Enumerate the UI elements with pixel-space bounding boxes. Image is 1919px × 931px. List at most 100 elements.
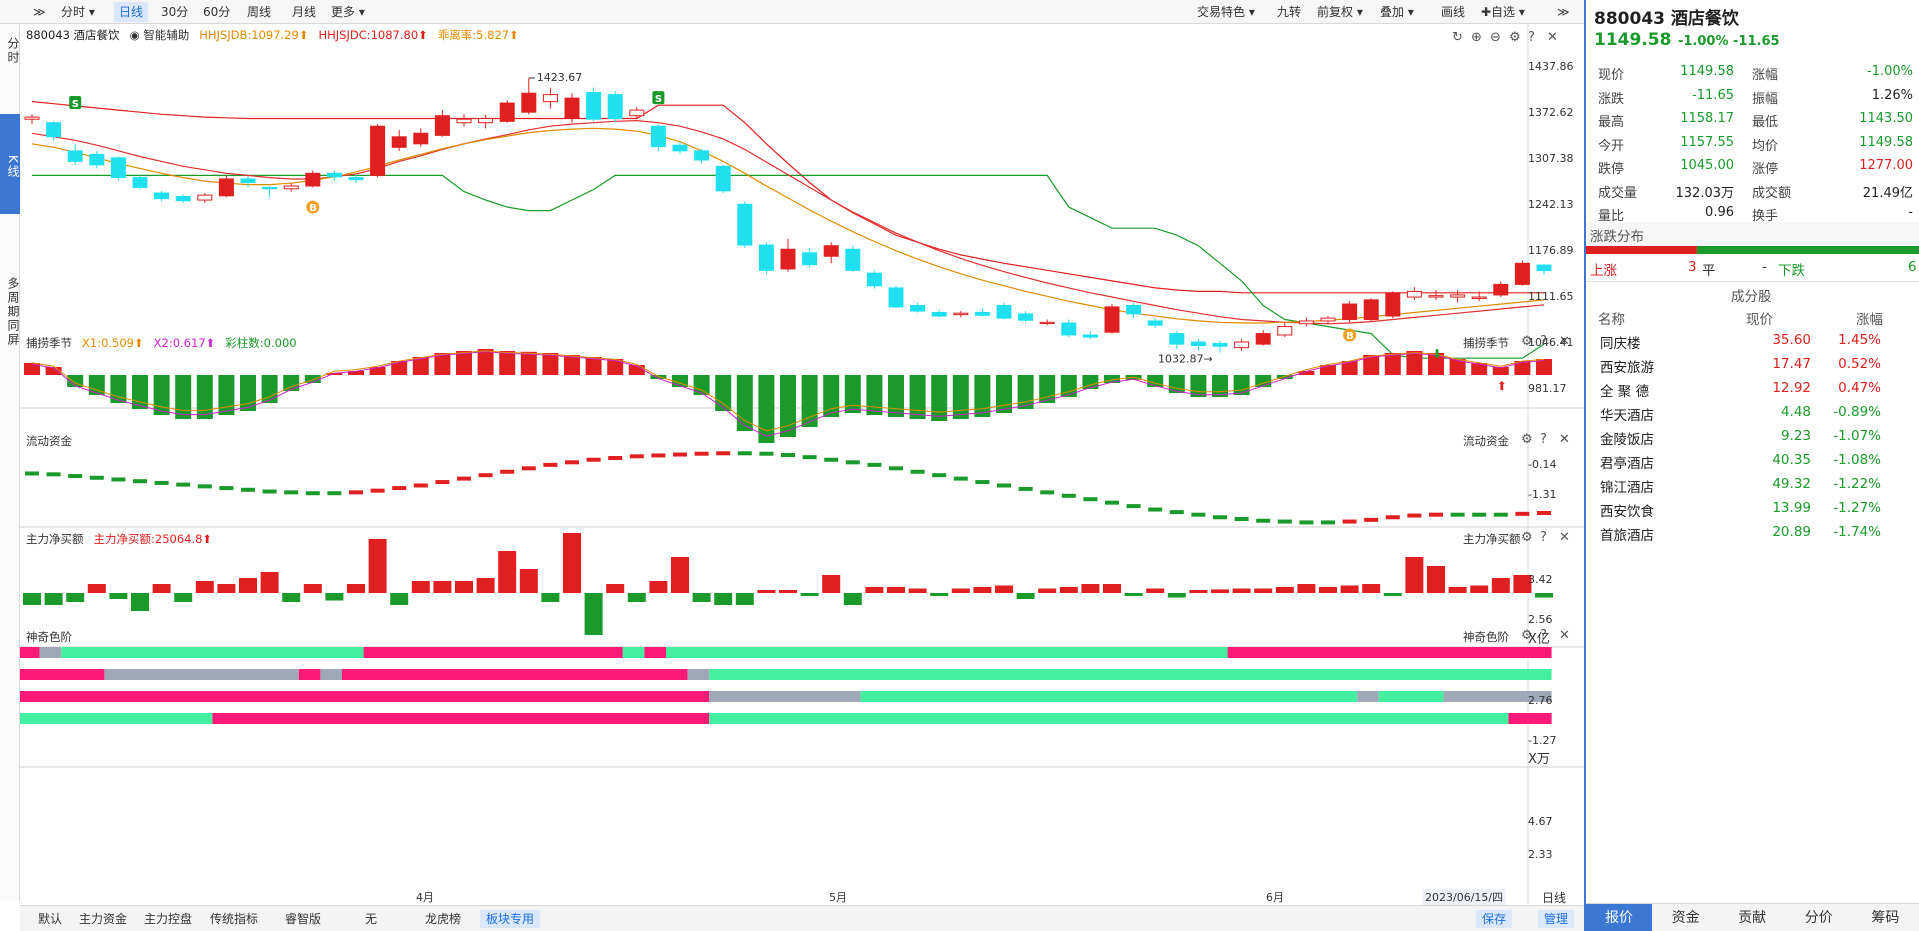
candle[interactable]	[240, 176, 256, 188]
close-icon[interactable]: ✕	[1559, 530, 1570, 545]
gear-icon[interactable]: ⚙	[1509, 30, 1521, 45]
gear-icon[interactable]: ⚙	[1521, 628, 1533, 643]
candle[interactable]	[1190, 339, 1206, 352]
gear-icon[interactable]: ⚙	[1521, 432, 1533, 447]
candle[interactable]	[175, 194, 191, 203]
candle[interactable]	[650, 124, 666, 151]
candle[interactable]	[326, 170, 342, 181]
help-icon[interactable]: ?	[1540, 628, 1547, 643]
btab-dragon-tiger[interactable]: 龙虎榜	[425, 912, 462, 926]
candle[interactable]	[434, 110, 450, 137]
candle[interactable]	[370, 124, 386, 178]
candle[interactable]	[974, 308, 990, 317]
tab-fenshi[interactable]: 分时 ▾	[61, 5, 95, 19]
candle[interactable]	[1342, 301, 1358, 323]
candle[interactable]	[1234, 339, 1250, 352]
zoom-in-icon[interactable]: ⊕	[1471, 30, 1482, 45]
candle[interactable]	[391, 129, 407, 151]
constituent-row[interactable]: 君亭酒店 40.35 -1.08%	[1586, 449, 1919, 473]
manage-button[interactable]: 管理	[1538, 910, 1575, 928]
constituent-row[interactable]: 西安饮食 13.99 -1.27%	[1586, 497, 1919, 521]
candle[interactable]	[1039, 319, 1055, 326]
tab-30min[interactable]: 30分	[161, 5, 189, 19]
candle[interactable]	[67, 143, 83, 165]
candle[interactable]	[283, 183, 299, 192]
trade-feature-menu[interactable]: 交易特色 ▾	[1197, 5, 1255, 19]
help-icon[interactable]: ?	[1540, 432, 1547, 447]
help-icon[interactable]: ?	[1540, 334, 1547, 349]
candle[interactable]	[456, 114, 472, 127]
buy-signal-icon[interactable]: B	[306, 200, 320, 215]
candle[interactable]	[197, 193, 213, 203]
btab-main-funds[interactable]: 主力资金	[79, 912, 128, 926]
quote-tab[interactable]: 筹码	[1871, 910, 1900, 926]
btab-sector[interactable]: 板块专用	[480, 910, 541, 928]
quote-tab[interactable]: 分价	[1804, 910, 1833, 926]
constituent-row[interactable]: 首旅酒店 20.89 -1.74%	[1586, 521, 1919, 545]
quote-tab[interactable]: 报价	[1586, 904, 1652, 931]
candle[interactable]	[46, 121, 62, 141]
candle[interactable]	[715, 164, 731, 194]
candle[interactable]	[802, 247, 818, 268]
candle[interactable]	[1126, 302, 1142, 319]
tab-more[interactable]: 更多 ▾	[331, 5, 365, 19]
overlay-menu[interactable]: 叠加 ▾	[1380, 5, 1414, 19]
close-icon[interactable]: ✕	[1559, 628, 1570, 643]
constituent-row[interactable]: 锦江酒店 49.32 -1.22%	[1586, 473, 1919, 497]
candle[interactable]	[845, 245, 861, 272]
sell-signal-icon[interactable]: S	[652, 91, 665, 105]
close-icon[interactable]: ✕	[1559, 432, 1570, 447]
candle[interactable]	[953, 311, 969, 318]
candle[interactable]	[1298, 317, 1314, 327]
candle[interactable]	[1514, 260, 1530, 286]
candle[interactable]	[1385, 291, 1401, 319]
btab-main-control[interactable]: 主力控盘	[144, 912, 193, 926]
candle[interactable]	[132, 175, 148, 190]
btab-traditional[interactable]: 传统指标	[210, 912, 259, 926]
candle[interactable]	[1061, 319, 1077, 338]
candle[interactable]	[1493, 281, 1509, 298]
candle[interactable]	[1428, 290, 1444, 300]
candle[interactable]	[1212, 340, 1228, 353]
tab-60min[interactable]: 60分	[203, 5, 231, 19]
candle[interactable]	[521, 77, 537, 115]
candle[interactable]	[24, 114, 40, 125]
candle[interactable]	[499, 100, 515, 123]
close-icon[interactable]: ✕	[1559, 334, 1570, 349]
constituent-row[interactable]: 同庆楼 35.60 1.45%	[1586, 329, 1919, 353]
candle[interactable]	[737, 201, 753, 248]
save-button[interactable]: 保存	[1476, 910, 1513, 928]
gear-icon[interactable]: ⚙	[1521, 334, 1533, 349]
buy-signal-icon[interactable]: B	[1343, 328, 1357, 342]
help-icon[interactable]: ?	[1528, 30, 1535, 45]
refresh-icon[interactable]: ↻	[1452, 30, 1463, 45]
candle[interactable]	[305, 170, 321, 188]
tab-rixian[interactable]: 日线	[114, 2, 149, 22]
candle[interactable]	[1082, 331, 1098, 340]
candle[interactable]	[1147, 318, 1163, 328]
candle[interactable]	[1450, 290, 1466, 303]
tab-zhouxian[interactable]: 周线	[247, 5, 272, 19]
btab-default[interactable]: 默认	[38, 912, 63, 926]
candle[interactable]	[1169, 330, 1185, 350]
candle[interactable]	[413, 128, 429, 147]
candle[interactable]	[542, 87, 558, 109]
jiuzhuan-button[interactable]: 九转	[1277, 5, 1302, 19]
constituent-row[interactable]: 西安旅游 17.47 0.52%	[1586, 353, 1919, 377]
candle[interactable]	[1363, 298, 1379, 321]
draw-line-button[interactable]: 画线	[1441, 5, 1466, 19]
candle[interactable]	[586, 87, 602, 122]
quote-tab[interactable]: 贡献	[1738, 910, 1767, 926]
vtab-kline[interactable]: K线	[0, 114, 20, 214]
candle[interactable]	[694, 148, 710, 164]
zoom-out-icon[interactable]: ⊖	[1490, 30, 1501, 45]
btab-smart[interactable]: 睿智版	[285, 912, 322, 926]
vtab-fenshi[interactable]: 分时	[6, 37, 20, 65]
gear-icon[interactable]: ⚙	[1521, 530, 1533, 545]
quote-tab[interactable]: 资金	[1671, 910, 1700, 926]
chart-area[interactable]: ↻ ⊕ ⊖ ⚙? ✕ 1423.67 1032.87→ S S B B ⬇ ⬆	[20, 24, 1584, 904]
candle[interactable]	[1255, 330, 1271, 346]
candle[interactable]	[1277, 322, 1293, 338]
fuquan-menu[interactable]: 前复权 ▾	[1317, 5, 1363, 19]
candle[interactable]	[348, 174, 364, 184]
